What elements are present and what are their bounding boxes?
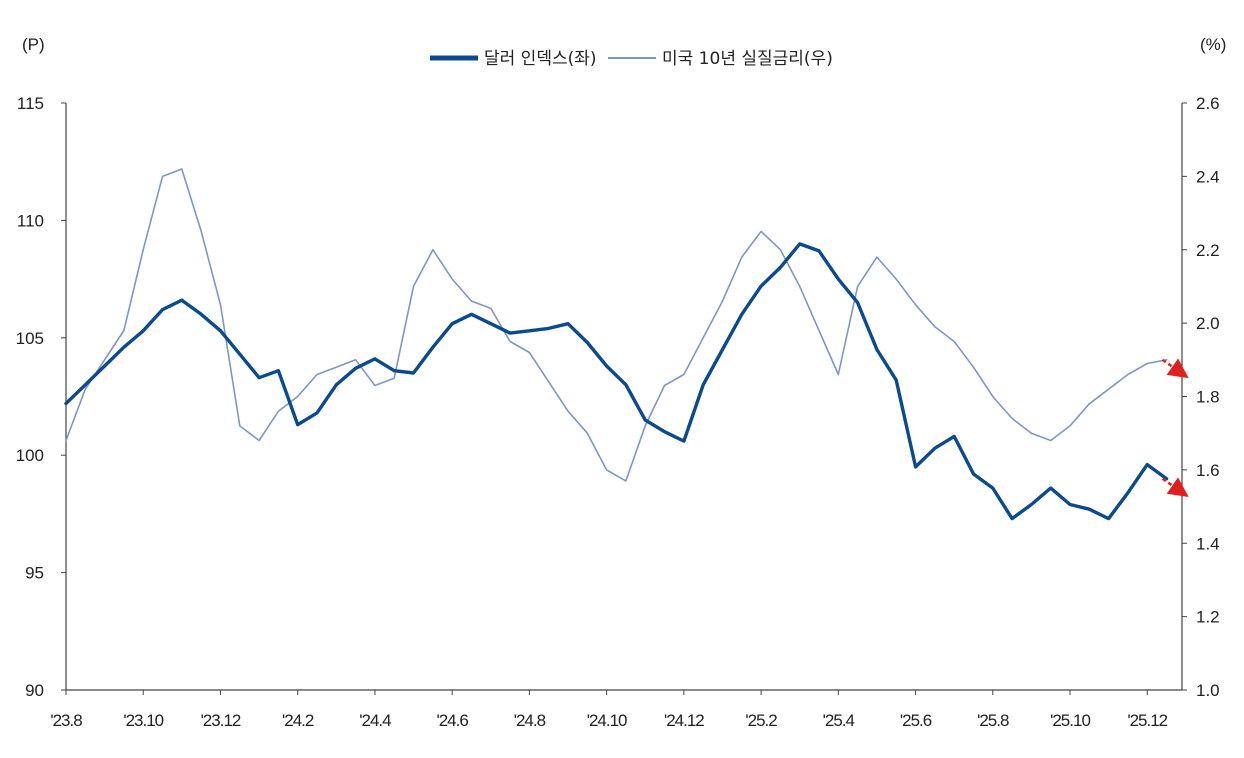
series-line-dollar-index <box>64 242 1169 521</box>
axes: 90 95 100 105 110 115 1.0 1.2 1.4 1.6 1.8 2.0 2.2 2.4… <box>16 94 1220 730</box>
left-axis-unit: (P) <box>22 35 45 54</box>
right-tick-label: 1.6 <box>1196 461 1220 480</box>
x-tick-label: '24.4 <box>359 711 391 730</box>
legend-label-real-rate: 미국 10년 실질금리(우) <box>662 49 833 69</box>
legend: 달러 인덱스(좌) 미국 10년 실질금리(우) <box>430 49 833 69</box>
right-tick-label: 2.2 <box>1196 241 1220 260</box>
x-tick-label: '24.8 <box>514 711 546 730</box>
left-tick-label: 95 <box>25 564 44 583</box>
x-tick-label: '25.6 <box>900 711 932 730</box>
series-line-real-rate <box>65 168 1168 482</box>
x-tick-label: '25.8 <box>977 711 1009 730</box>
right-tick-label: 2.6 <box>1196 94 1220 113</box>
x-tick-label: '24.2 <box>282 711 314 730</box>
left-tick-label: 110 <box>17 211 44 230</box>
x-tick-label: '24.10 <box>587 711 627 730</box>
right-tick-label: 1.4 <box>1196 534 1220 553</box>
x-tick-label: '24.6 <box>436 711 468 730</box>
x-tick-label: '25.2 <box>745 711 777 730</box>
x-tick-label: '23.10 <box>123 711 163 730</box>
forecast-arrow-dollar-index <box>1161 477 1189 497</box>
series-layer <box>64 168 1169 521</box>
x-tick-label: '24.12 <box>664 711 704 730</box>
legend-label-dollar-index: 달러 인덱스(좌) <box>484 49 597 69</box>
forecast-arrows <box>1161 358 1189 497</box>
x-tick-label: '25.10 <box>1050 711 1090 730</box>
left-tick-label: 100 <box>16 446 44 465</box>
left-tick-label: 115 <box>17 94 44 113</box>
x-tick-label: '23.12 <box>201 711 241 730</box>
forecast-arrow-real-rate <box>1161 358 1189 379</box>
right-tick-label: 1.0 <box>1196 681 1220 700</box>
right-tick-label: 2.0 <box>1196 314 1220 333</box>
left-tick-label: 90 <box>25 681 44 700</box>
x-tick-label: '25.4 <box>823 711 855 730</box>
right-axis-unit: (%) <box>1200 35 1226 54</box>
x-tick-label: '23.8 <box>50 711 82 730</box>
x-tick-label: '25.12 <box>1127 711 1167 730</box>
right-tick-label: 1.2 <box>1196 608 1220 627</box>
right-tick-label: 2.4 <box>1196 167 1220 186</box>
left-tick-label: 105 <box>16 329 44 348</box>
right-tick-label: 1.8 <box>1196 388 1220 407</box>
